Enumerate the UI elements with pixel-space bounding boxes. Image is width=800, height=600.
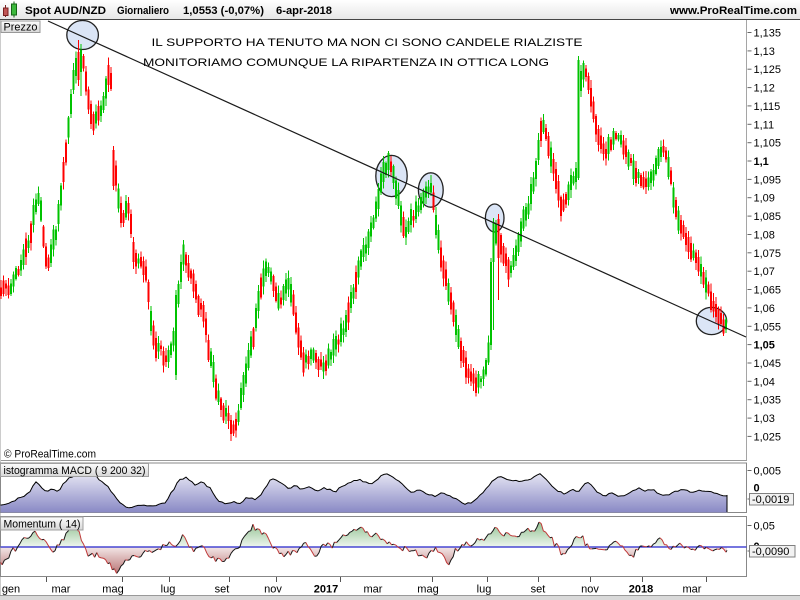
svg-text:1,025: 1,025	[754, 431, 782, 443]
svg-text:1,075: 1,075	[754, 248, 782, 260]
svg-text:1,07: 1,07	[754, 266, 775, 278]
svg-text:set: set	[215, 584, 230, 596]
svg-text:IL SUPPORTO HA TENUTO MA NON C: IL SUPPORTO HA TENUTO MA NON CI SONO CAN…	[152, 37, 583, 49]
svg-text:1,135: 1,135	[754, 28, 782, 40]
svg-text:Momentum ( 14): Momentum ( 14)	[4, 519, 81, 531]
svg-text:nov: nov	[581, 584, 599, 596]
svg-text:1,09: 1,09	[754, 193, 775, 205]
svg-text:www.ProRealTime.com: www.ProRealTime.com	[669, 5, 797, 17]
svg-text:-0,0019: -0,0019	[752, 494, 789, 506]
svg-text:1,12: 1,12	[754, 83, 775, 95]
svg-text:Giornaliero: Giornaliero	[117, 5, 169, 17]
svg-text:nov: nov	[264, 584, 282, 596]
svg-text:1,03: 1,03	[754, 413, 775, 425]
svg-text:lug: lug	[161, 584, 176, 596]
svg-text:2017: 2017	[314, 584, 338, 596]
svg-text:1,06: 1,06	[754, 303, 775, 315]
svg-text:1,055: 1,055	[754, 321, 782, 333]
svg-text:2018: 2018	[629, 584, 653, 596]
svg-text:1,13: 1,13	[754, 46, 775, 58]
svg-text:1,115: 1,115	[754, 101, 781, 113]
svg-text:Prezzo: Prezzo	[4, 22, 38, 34]
svg-text:set: set	[531, 584, 546, 596]
svg-text:1,125: 1,125	[754, 64, 782, 76]
svg-text:6-apr-2018: 6-apr-2018	[276, 5, 332, 17]
svg-text:istogramma MACD ( 9 200 32): istogramma MACD ( 9 200 32)	[4, 465, 146, 477]
svg-text:-0,0090: -0,0090	[752, 546, 789, 558]
svg-text:mar: mar	[364, 584, 383, 596]
svg-text:Spot AUD/NZD: Spot AUD/NZD	[25, 5, 106, 17]
svg-text:1,065: 1,065	[754, 285, 782, 297]
svg-text:1,08: 1,08	[754, 230, 775, 242]
svg-text:1,095: 1,095	[754, 174, 782, 186]
svg-text:mag: mag	[417, 584, 438, 596]
svg-text:0,05: 0,05	[754, 521, 775, 533]
svg-text:1,04: 1,04	[754, 376, 775, 388]
svg-text:1,1: 1,1	[754, 156, 769, 168]
svg-text:1,11: 1,11	[754, 119, 775, 131]
svg-text:0: 0	[754, 483, 760, 495]
svg-text:MONITORIAMO COMUNQUE LA RIPART: MONITORIAMO COMUNQUE LA RIPARTENZA IN OT…	[143, 57, 549, 69]
svg-text:mar: mar	[52, 584, 71, 596]
svg-text:mag: mag	[102, 584, 123, 596]
svg-text:gen: gen	[2, 584, 20, 596]
svg-text:1,035: 1,035	[754, 395, 782, 407]
svg-text:1,0553 (-0,07%): 1,0553 (-0,07%)	[183, 5, 264, 17]
svg-text:0,005: 0,005	[754, 466, 782, 478]
svg-text:lug: lug	[477, 584, 492, 596]
svg-text:© ProRealTime.com: © ProRealTime.com	[4, 449, 96, 461]
svg-text:1,05: 1,05	[754, 340, 775, 352]
svg-text:1,105: 1,105	[754, 138, 782, 150]
svg-text:1,045: 1,045	[754, 358, 782, 370]
svg-text:1,085: 1,085	[754, 211, 782, 223]
svg-text:mar: mar	[683, 584, 702, 596]
